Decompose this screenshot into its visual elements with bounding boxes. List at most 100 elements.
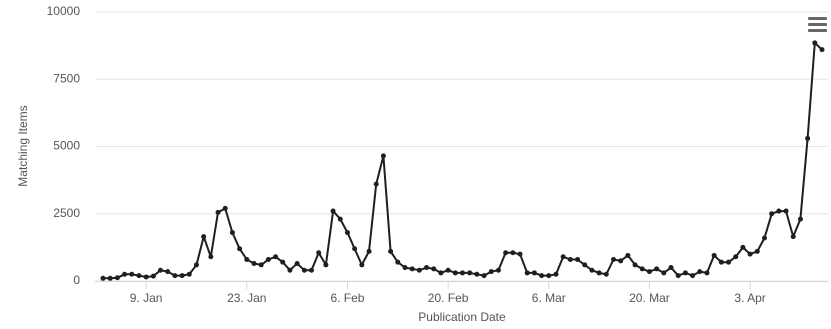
point — [445, 267, 451, 273]
point — [812, 40, 818, 46]
point — [610, 256, 616, 262]
point — [704, 270, 710, 276]
point — [718, 259, 724, 265]
x-tick-label: 20. Feb — [428, 291, 469, 305]
point — [337, 216, 343, 222]
point — [431, 266, 437, 272]
point — [409, 266, 415, 272]
point — [733, 254, 739, 260]
point — [690, 273, 696, 279]
point — [122, 271, 128, 277]
point — [474, 271, 480, 277]
y-tick-label: 2500 — [53, 206, 80, 220]
point — [625, 252, 631, 258]
point — [416, 267, 422, 273]
point — [287, 267, 293, 273]
point — [452, 270, 458, 276]
point — [251, 261, 257, 267]
point — [603, 271, 609, 277]
point — [747, 251, 753, 257]
point — [503, 250, 509, 256]
point — [380, 153, 386, 159]
point — [682, 270, 688, 276]
point — [740, 244, 746, 250]
point — [222, 205, 228, 211]
point — [668, 265, 674, 271]
menu-bar[interactable] — [808, 17, 827, 20]
point — [769, 211, 775, 217]
point — [495, 267, 501, 273]
point — [186, 271, 192, 277]
point — [776, 208, 782, 214]
point — [467, 270, 473, 276]
line — [103, 41, 823, 280]
point — [805, 135, 811, 141]
point — [136, 273, 142, 279]
x-axis-title: Publication Date — [418, 310, 506, 324]
y-tick-label: 10000 — [47, 4, 81, 18]
point — [330, 208, 336, 214]
point — [711, 252, 717, 258]
x-tick-label: 6. Feb — [330, 291, 364, 305]
point — [352, 246, 358, 252]
point — [754, 248, 760, 254]
x-tick-label: 23. Jan — [227, 291, 266, 305]
point — [596, 270, 602, 276]
point — [150, 273, 156, 279]
point — [344, 230, 350, 236]
point — [280, 259, 286, 265]
point — [395, 259, 401, 265]
x-tick-label: 6. Mar — [532, 291, 566, 305]
point — [114, 275, 120, 281]
point — [201, 234, 207, 240]
point — [618, 258, 624, 264]
point — [172, 273, 178, 279]
y-axis-title: Matching Items — [16, 105, 30, 186]
point — [237, 246, 243, 252]
point — [265, 256, 271, 262]
point — [359, 262, 365, 268]
x-tick-label: 3. Apr — [734, 291, 765, 305]
point — [402, 265, 408, 271]
y-tick-label: 5000 — [53, 139, 80, 153]
point — [546, 273, 552, 279]
point — [244, 256, 250, 262]
point — [294, 261, 300, 267]
point — [208, 254, 214, 260]
point — [726, 259, 732, 265]
point — [783, 208, 789, 214]
point — [819, 47, 825, 53]
point — [229, 230, 235, 236]
point — [129, 271, 135, 277]
menu-bar[interactable] — [808, 29, 827, 32]
x-tick-label: 9. Jan — [130, 291, 163, 305]
point — [797, 216, 803, 222]
point — [539, 273, 545, 279]
point — [488, 269, 494, 275]
point — [424, 265, 430, 271]
point — [661, 270, 667, 276]
point — [107, 275, 113, 281]
point — [373, 181, 379, 187]
point — [165, 269, 171, 275]
y-tick-label: 7500 — [53, 71, 80, 85]
point — [567, 256, 573, 262]
point — [589, 267, 595, 273]
point — [639, 266, 645, 272]
point — [654, 266, 660, 272]
point — [388, 248, 394, 254]
point — [179, 273, 185, 279]
point — [646, 269, 652, 275]
menu-icon[interactable] — [808, 17, 827, 32]
y-tick-label: 0 — [73, 273, 80, 287]
menu-bar[interactable] — [808, 23, 827, 26]
point — [697, 269, 703, 275]
point — [510, 250, 516, 256]
point — [215, 209, 221, 215]
point — [143, 274, 149, 280]
point — [301, 267, 307, 273]
x-tick-label: 20. Mar — [629, 291, 670, 305]
point — [366, 248, 372, 254]
point — [675, 273, 681, 279]
